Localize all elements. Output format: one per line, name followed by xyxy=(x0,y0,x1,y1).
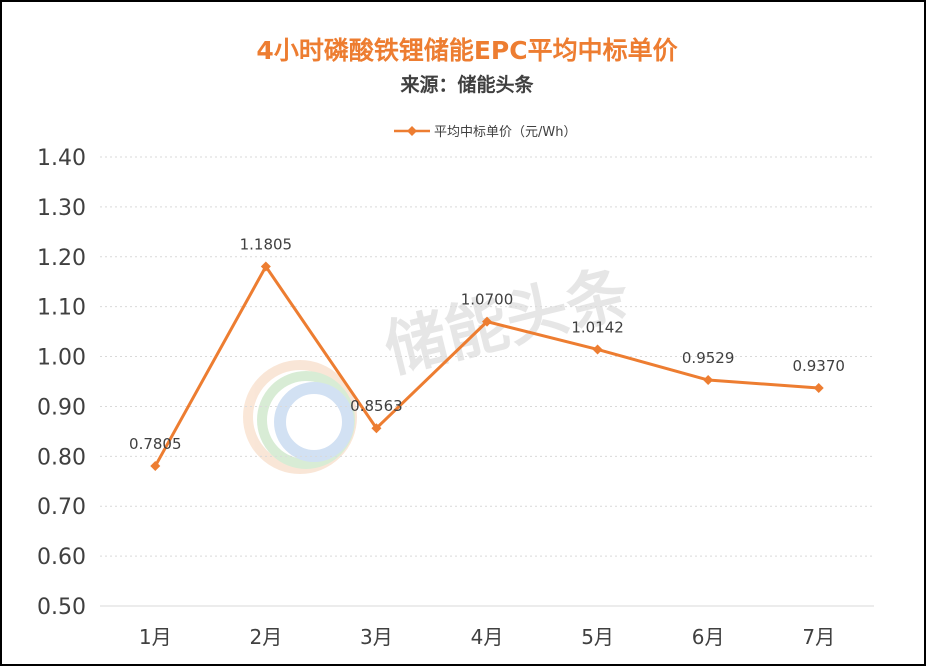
x-tick-label: 6月 xyxy=(692,625,725,649)
legend-label: 平均中标单价（元/Wh） xyxy=(434,125,576,140)
x-tick-label: 4月 xyxy=(471,625,504,649)
data-label: 0.7805 xyxy=(129,435,182,453)
data-label: 0.8563 xyxy=(350,397,403,415)
x-tick-label: 5月 xyxy=(581,625,614,649)
y-tick-label: 0.70 xyxy=(37,495,86,520)
x-tick-label: 2月 xyxy=(249,625,282,649)
watermark-logo-icon xyxy=(243,360,357,474)
chart-subtitle: 来源：储能头条 xyxy=(400,73,534,96)
y-tick-label: 0.90 xyxy=(37,395,86,420)
data-point xyxy=(371,423,382,434)
x-tick-label: 1月 xyxy=(139,625,172,649)
data-label: 0.9370 xyxy=(792,357,845,375)
legend: 平均中标单价（元/Wh） xyxy=(394,125,576,140)
x-axis: 1月 2月 3月 4月 5月 6月 7月 xyxy=(139,625,835,649)
data-label: 1.1805 xyxy=(240,236,293,254)
data-point xyxy=(482,316,492,327)
y-tick-label: 0.50 xyxy=(37,595,86,620)
watermark: 储能头条 xyxy=(243,256,636,474)
data-label: 1.0700 xyxy=(461,291,514,309)
data-point xyxy=(260,261,271,272)
y-tick-label: 1.00 xyxy=(37,346,86,371)
y-tick-label: 0.60 xyxy=(37,545,86,570)
data-point xyxy=(150,461,161,472)
grid xyxy=(100,156,874,607)
data-point xyxy=(813,382,824,393)
data-label: 1.0142 xyxy=(571,318,624,336)
y-tick-label: 0.80 xyxy=(37,445,86,470)
legend-marker xyxy=(407,126,417,136)
chart-title: 4小时磷酸铁锂储能EPC平均中标单价 xyxy=(256,36,678,65)
data-point xyxy=(592,344,603,355)
y-tick-label: 1.30 xyxy=(37,196,86,221)
series xyxy=(150,261,824,472)
y-tick-label: 1.20 xyxy=(37,246,86,271)
x-tick-label: 7月 xyxy=(802,625,835,649)
x-tick-label: 3月 xyxy=(360,625,393,649)
data-labels: 0.7805 1.1805 0.8563 1.0700 1.0142 0.9529 0.93… xyxy=(129,236,845,454)
data-label: 0.9529 xyxy=(682,349,735,367)
y-axis: 0.50 0.60 0.70 0.80 0.90 1.00 1.10 1.20 1.30 1.40 xyxy=(37,146,86,620)
data-point xyxy=(703,375,714,386)
y-tick-label: 1.40 xyxy=(37,146,86,171)
y-tick-label: 1.10 xyxy=(37,296,86,321)
